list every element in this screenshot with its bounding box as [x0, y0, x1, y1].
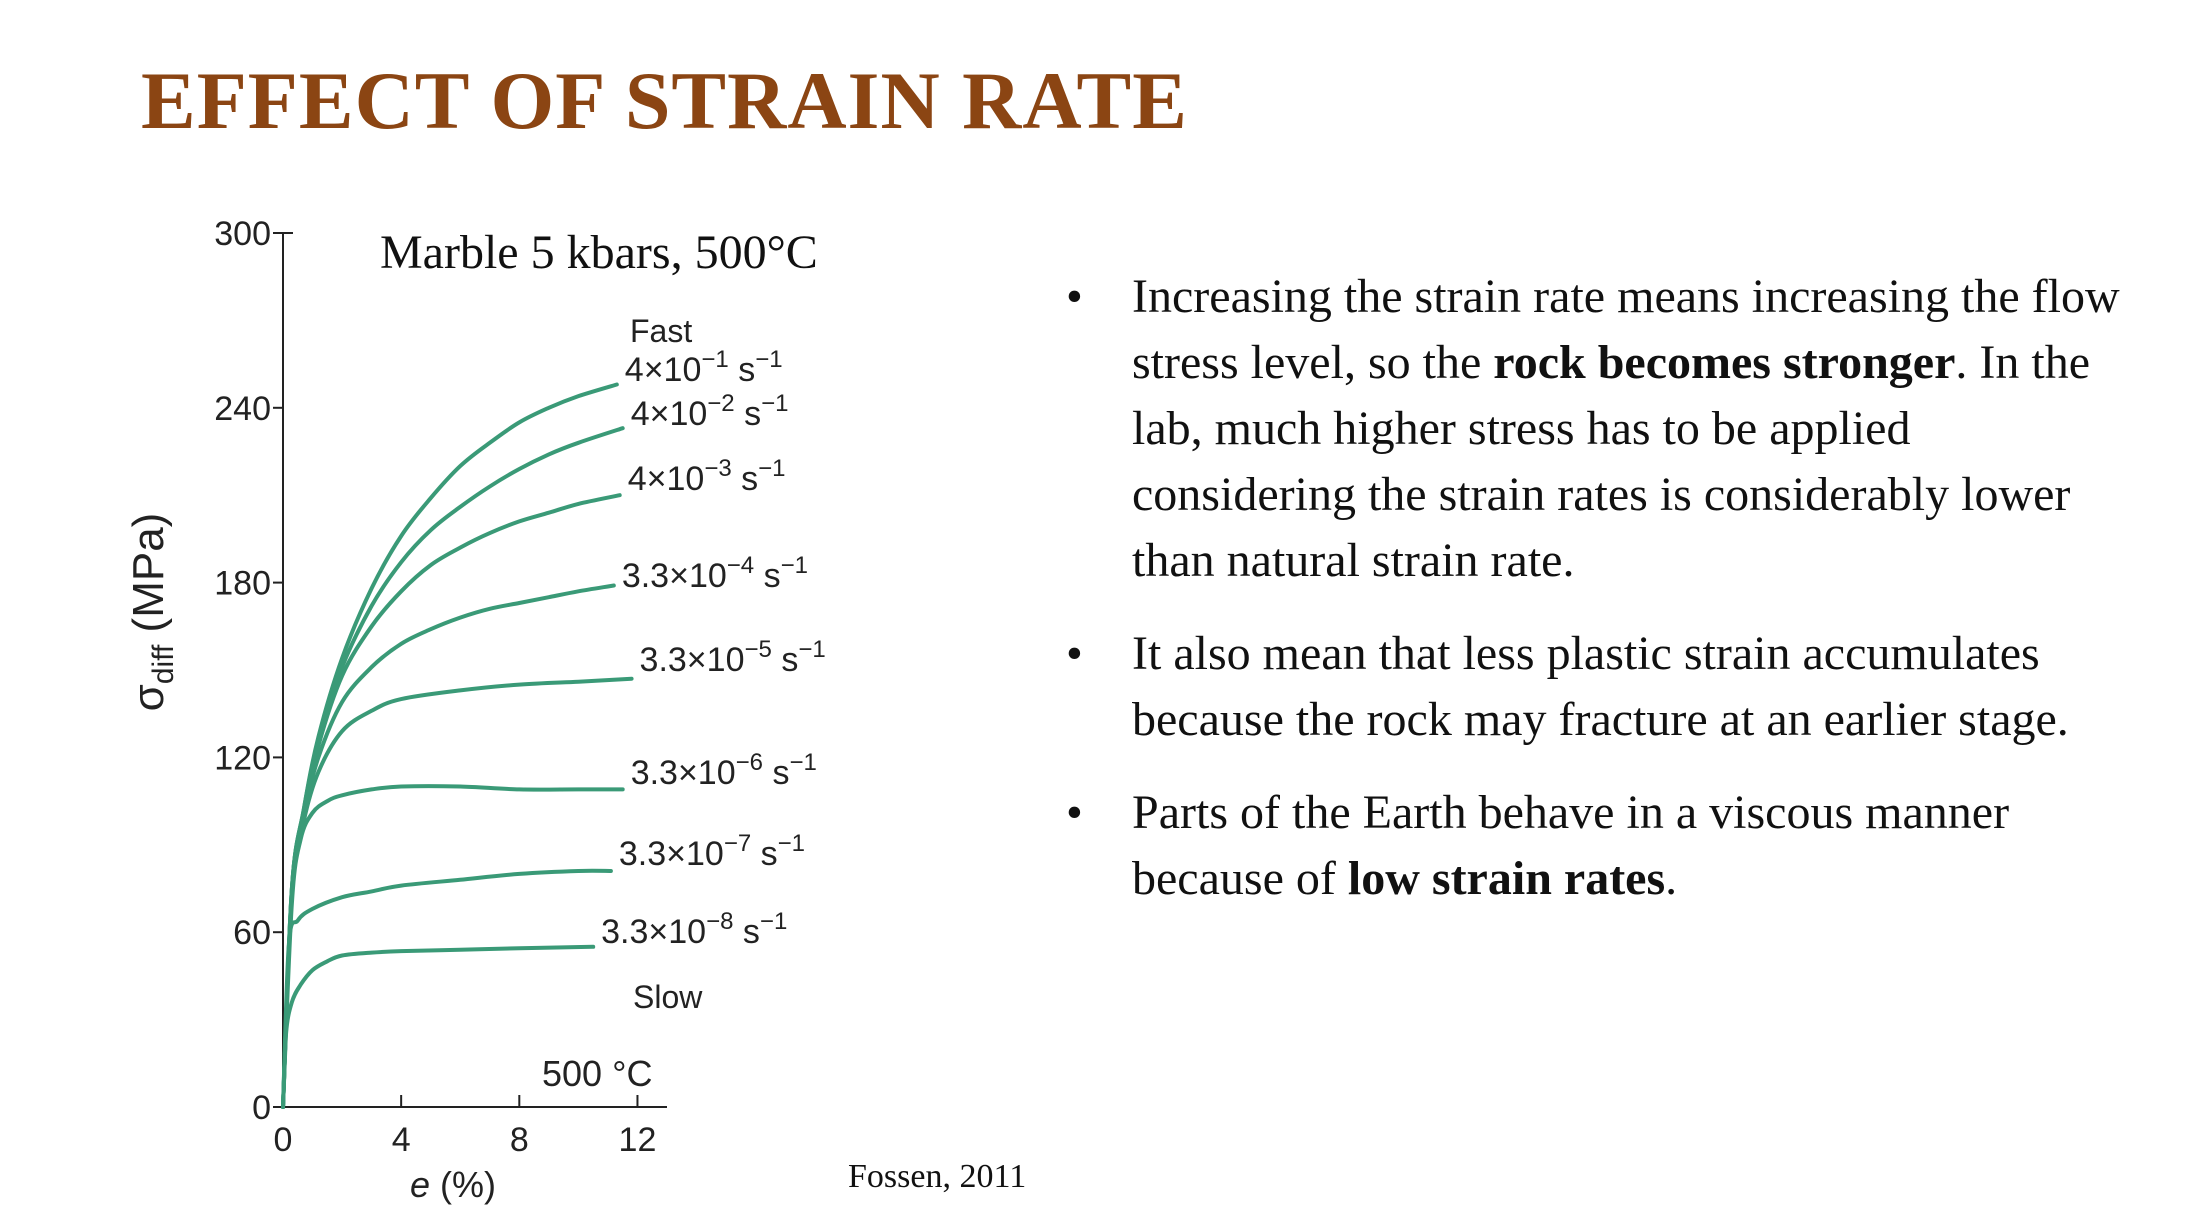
slow-label: Slow [633, 979, 703, 1015]
y-axis-symbol: σ [124, 684, 173, 711]
series-label-unit-exponent: −1 [798, 636, 825, 663]
x-axis-label: e (%) [410, 1164, 496, 1205]
series-label-unit: s [732, 460, 758, 498]
series-label-base: 3.3×10 [640, 641, 745, 679]
series-label-unit: s [735, 395, 761, 433]
bullet-list: Increasing the strain rate means increas… [1066, 264, 2146, 939]
temperature-annotation: 500 °C [542, 1053, 652, 1094]
series-label-base: 4×10 [631, 395, 708, 433]
x-tick-label: 0 [274, 1121, 293, 1159]
series-line [281, 583, 616, 1109]
series-label-exponent: −2 [707, 390, 734, 417]
series-line [281, 784, 625, 1109]
fast-label: Fast [630, 313, 692, 349]
series-label: 4×10−1 s−1 [625, 346, 783, 389]
series-label-unit: s [772, 641, 798, 679]
series-label-unit-exponent: −1 [789, 749, 816, 776]
series-label-exponent: −3 [704, 455, 731, 482]
series-label: 3.3×10−8 s−1 [601, 908, 787, 951]
bullet-text: Increasing the strain rate means increas… [1132, 270, 2120, 389]
series-label: 3.3×10−5 s−1 [640, 636, 826, 679]
series-label: 4×10−3 s−1 [628, 455, 786, 498]
bullet-text: Parts of the Earth behave in a viscous m… [1132, 786, 2010, 905]
x-tick-label: 12 [619, 1121, 657, 1159]
series-line [281, 676, 634, 1109]
y-axis-unit: (MPa) [124, 513, 173, 645]
y-tick-label: 300 [214, 215, 271, 253]
series-label-unit: s [763, 754, 789, 792]
series-line [281, 868, 613, 1109]
series-label-unit-exponent: −1 [761, 390, 788, 417]
series-label-unit: s [729, 351, 755, 389]
series-label-base: 3.3×10 [601, 913, 706, 951]
bullet-item: It also mean that less plastic strain ac… [1066, 621, 2146, 753]
y-axis-subscript: diff [147, 644, 180, 684]
bullet-text: . [1665, 852, 1678, 905]
y-tick-label: 180 [214, 565, 271, 603]
series-label-exponent: −5 [745, 636, 772, 663]
bullet-bold-text: low strain rates [1347, 852, 1666, 905]
series-line [281, 426, 625, 1109]
series-label-unit: s [754, 557, 780, 595]
y-axis-label: σdiff (MPa) [124, 513, 180, 712]
bullet-bold-text: rock becomes stronger [1493, 336, 1956, 389]
bullet-text: It also mean that less plastic strain ac… [1132, 627, 2069, 746]
slide-title: EFFECT OF STRAIN RATE [141, 55, 1188, 146]
series-label-unit-exponent: −1 [755, 346, 782, 373]
series-label: 3.3×10−7 s−1 [619, 830, 805, 873]
series-label-exponent: −4 [727, 552, 754, 579]
series-label-unit-exponent: −1 [758, 455, 785, 482]
series-label-base: 4×10 [625, 351, 702, 389]
series-label-base: 3.3×10 [622, 557, 727, 595]
bullet-item: Parts of the Earth behave in a viscous m… [1066, 780, 2146, 912]
chart-title: Marble 5 kbars, 500°C [380, 226, 818, 279]
bullet-item: Increasing the strain rate means increas… [1066, 264, 2146, 594]
series-line [281, 493, 622, 1109]
x-tick-label: 4 [392, 1121, 411, 1159]
series-label-exponent: −6 [736, 749, 763, 776]
y-tick-label: 60 [233, 914, 271, 952]
series-label-exponent: −7 [724, 830, 751, 857]
series-label-unit-exponent: −1 [781, 552, 808, 579]
series-label: 4×10−2 s−1 [631, 390, 789, 433]
series-label-unit-exponent: −1 [760, 908, 787, 935]
bullet-text: . In the lab, much higher stress has to … [1132, 336, 2091, 587]
series-label-unit: s [733, 913, 759, 951]
series-label-base: 4×10 [628, 460, 705, 498]
citation: Fossen, 2011 [848, 1158, 1027, 1195]
series-label: 3.3×10−6 s−1 [631, 749, 817, 792]
series-label-base: 3.3×10 [631, 754, 736, 792]
series-label-exponent: −1 [701, 346, 728, 373]
y-tick-label: 0 [252, 1089, 271, 1127]
series-line [281, 944, 596, 1109]
x-axis-unit: (%) [430, 1164, 496, 1205]
y-tick-label: 240 [214, 390, 271, 428]
series-label-exponent: −8 [706, 908, 733, 935]
series-label-unit: s [751, 835, 777, 873]
strain-rate-chart: 0 60 120 180 240 300 0 4 8 12 e (%) σdiff (MPa) Marb… [124, 215, 826, 1205]
y-tick-label: 120 [214, 739, 271, 777]
x-tick-label: 8 [510, 1121, 529, 1159]
x-axis-variable: e [410, 1164, 430, 1205]
series-label-base: 3.3×10 [619, 835, 724, 873]
series-label-unit-exponent: −1 [778, 830, 805, 857]
series-label: 3.3×10−4 s−1 [622, 552, 808, 595]
